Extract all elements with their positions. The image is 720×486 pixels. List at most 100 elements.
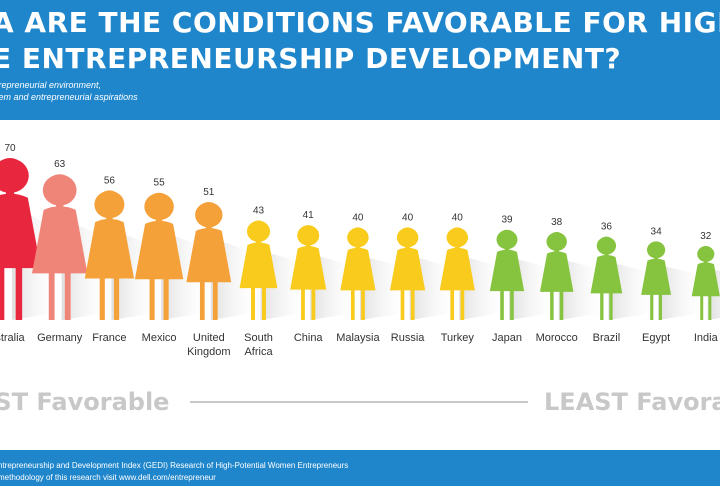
data-label-12: 36 (601, 222, 613, 233)
figure-right-leg (311, 288, 316, 320)
category-label-14: India (694, 332, 719, 344)
category-label-11: Morocco (536, 332, 578, 344)
category-label-8: Russia (391, 332, 426, 344)
category-label-3: Mexico (142, 332, 177, 344)
category-label-line: Brazil (593, 332, 621, 344)
figure-head (147, 192, 172, 217)
data-label-13: 34 (651, 226, 663, 237)
figure-right-leg (559, 290, 564, 320)
category-label-10: Japan (492, 332, 522, 344)
most-favorable-label: OST Favorable (0, 388, 170, 416)
data-label-9: 40 (452, 212, 464, 223)
category-label-2: France (92, 332, 126, 344)
data-label-8: 40 (402, 212, 414, 223)
figure-dress (489, 249, 525, 292)
figure-head (97, 190, 122, 216)
data-label-0: 70 (4, 143, 16, 154)
subtitle-line-1: trepreneurial environment, (0, 80, 102, 90)
figure-right-leg (64, 272, 71, 320)
figure-head (498, 229, 516, 247)
figure-right-leg (163, 278, 169, 320)
figure-dress (31, 206, 88, 274)
category-label-line: Germany (37, 332, 83, 344)
figure-head (598, 236, 615, 253)
data-label-6: 41 (303, 210, 315, 221)
figure-head (249, 220, 268, 240)
subtitle-line-2: tem and entrepreneurial aspirations (0, 92, 138, 102)
figure-neck (604, 252, 609, 256)
figure-dress (539, 251, 574, 292)
figure-dress (186, 227, 232, 283)
data-label-4: 51 (203, 187, 215, 198)
category-label-line: India (694, 332, 719, 344)
figure-right-leg (212, 281, 218, 320)
category-label-9: Turkey (441, 332, 475, 344)
figure-dress (134, 220, 184, 280)
figure-neck (256, 239, 261, 244)
figure-dress (439, 247, 475, 291)
figure-left-leg (99, 277, 105, 320)
data-label-2: 56 (104, 175, 116, 186)
category-label-7: Malaysia (336, 332, 380, 344)
figure-left-leg (450, 289, 455, 320)
data-label-3: 55 (154, 178, 166, 189)
figure-dress (84, 218, 135, 279)
figure-left-leg (199, 281, 205, 320)
category-label-1: Germany (37, 332, 83, 344)
figure-neck (305, 243, 311, 247)
figure-left-leg (149, 278, 155, 320)
data-label-11: 38 (551, 217, 563, 228)
figure-head (0, 158, 26, 189)
category-label-line: Kingdom (187, 346, 230, 358)
figure-head (349, 227, 367, 246)
figure-neck (355, 245, 361, 249)
footer-source-text: ntrepreneurship and Development Index (G… (0, 461, 349, 470)
category-label-line: Egypt (642, 332, 670, 344)
figure-head (45, 174, 74, 202)
figure-right-leg (708, 295, 712, 320)
figure-neck (454, 245, 460, 249)
header-banner: A ARE THE CONDITIONS FAVORABLE FOR HIGH-… (0, 0, 720, 120)
figure-dress (340, 247, 376, 291)
figure-left-leg (700, 295, 704, 320)
data-label-1: 63 (54, 159, 66, 170)
person-figure-14: 32 India (691, 231, 720, 344)
figure-left-leg (0, 267, 5, 320)
category-label-line: Africa (244, 346, 273, 358)
category-label-4: United Kingdom (187, 332, 230, 358)
figure-neck (56, 201, 64, 208)
figure-left-leg (500, 290, 504, 320)
category-label-line: Mexico (142, 332, 177, 344)
figure-head (548, 232, 566, 249)
figure-dress (239, 242, 278, 289)
data-label-5: 43 (253, 205, 265, 216)
category-label-12: Brazil (593, 332, 621, 344)
figure-dress (641, 258, 672, 295)
data-label-10: 39 (501, 215, 513, 226)
figure-right-leg (609, 292, 613, 320)
category-label-line: United (193, 332, 225, 344)
figure-right-leg (113, 277, 120, 320)
figure-right-leg (15, 267, 23, 320)
category-label-line: Russia (391, 332, 426, 344)
figure-neck (106, 215, 113, 221)
page-title-line-1: A ARE THE CONDITIONS FAVORABLE FOR HIGH-… (0, 6, 720, 39)
figure-left-leg (600, 292, 604, 320)
figure-neck (5, 188, 15, 196)
figure-neck (554, 248, 559, 253)
figure-head (698, 245, 713, 261)
page-title-line-2: E ENTREPRENEURSHIP DEVELOPMENT? (0, 42, 622, 75)
figure-neck (654, 256, 659, 260)
data-label-14: 32 (700, 231, 712, 242)
chart-svg: 70 stralia 63 Germany 56 France 55 Mexico 51 Unit… (0, 143, 720, 358)
figure-right-leg (658, 293, 663, 320)
figure-head (648, 241, 664, 257)
category-label-line: Malaysia (336, 332, 380, 344)
figure-right-leg (510, 290, 514, 320)
category-label-line: France (92, 332, 126, 344)
category-label-5: South Africa (244, 332, 273, 358)
figure-neck (703, 260, 708, 263)
category-label-line: Japan (492, 332, 522, 344)
scale-divider-line (190, 401, 528, 403)
category-label-6: China (294, 332, 324, 344)
